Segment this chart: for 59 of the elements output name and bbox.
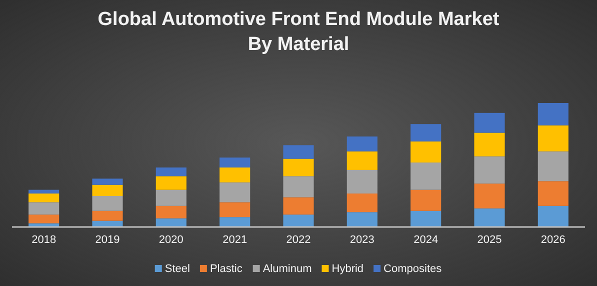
bar xyxy=(220,182,250,202)
bar xyxy=(156,167,186,176)
bar xyxy=(283,197,314,215)
bar xyxy=(92,220,123,227)
bar xyxy=(156,206,186,218)
bar xyxy=(28,190,60,194)
bar xyxy=(220,167,250,182)
bar xyxy=(220,202,250,218)
bar xyxy=(92,196,123,211)
bar xyxy=(346,151,378,170)
bar xyxy=(28,214,60,224)
bar xyxy=(283,158,314,176)
bar xyxy=(410,210,442,227)
legend-label: Plastic xyxy=(210,263,243,275)
x-tick-label: 2025 xyxy=(477,234,502,246)
bar xyxy=(538,206,568,227)
bar xyxy=(283,214,314,227)
x-tick-label: 2026 xyxy=(540,234,566,246)
bar xyxy=(474,156,505,184)
x-tick-label: 2023 xyxy=(350,234,374,246)
bar xyxy=(283,145,314,159)
chart-title: Global Automotive Front End Module Market By Material xyxy=(98,9,500,55)
legend-label: Composites xyxy=(384,263,442,275)
bar xyxy=(538,125,568,152)
bar xyxy=(346,194,378,212)
bar xyxy=(156,190,186,206)
bar xyxy=(410,124,442,142)
x-tick-label: 2021 xyxy=(222,234,248,246)
x-tick-label: 2022 xyxy=(286,234,311,246)
legend-label: Hybrid xyxy=(332,263,364,275)
x-tick-label: 2019 xyxy=(95,234,120,246)
bar xyxy=(92,184,123,196)
bar xyxy=(156,176,186,190)
bar xyxy=(156,218,186,227)
bar xyxy=(538,181,568,206)
bar xyxy=(538,151,568,182)
bar xyxy=(474,132,505,156)
bar xyxy=(28,194,60,202)
bar xyxy=(220,217,250,227)
x-tick-label: 2018 xyxy=(32,234,56,246)
bar xyxy=(346,136,378,152)
legend-label: Steel xyxy=(164,263,190,275)
bar xyxy=(474,184,505,208)
bar xyxy=(92,178,123,185)
bar xyxy=(220,158,250,168)
bar xyxy=(538,103,568,126)
bar xyxy=(346,170,378,194)
bar xyxy=(410,141,442,163)
bar xyxy=(92,210,123,221)
bar xyxy=(410,162,442,190)
bar xyxy=(410,190,442,211)
bar xyxy=(28,202,60,215)
x-tick-label: 2024 xyxy=(414,234,438,246)
x-tick-label: 2020 xyxy=(158,234,184,246)
legend-label: Aluminum xyxy=(262,263,312,275)
bar xyxy=(283,176,314,198)
bar xyxy=(474,208,505,227)
bar xyxy=(346,212,378,227)
bar xyxy=(474,112,505,133)
